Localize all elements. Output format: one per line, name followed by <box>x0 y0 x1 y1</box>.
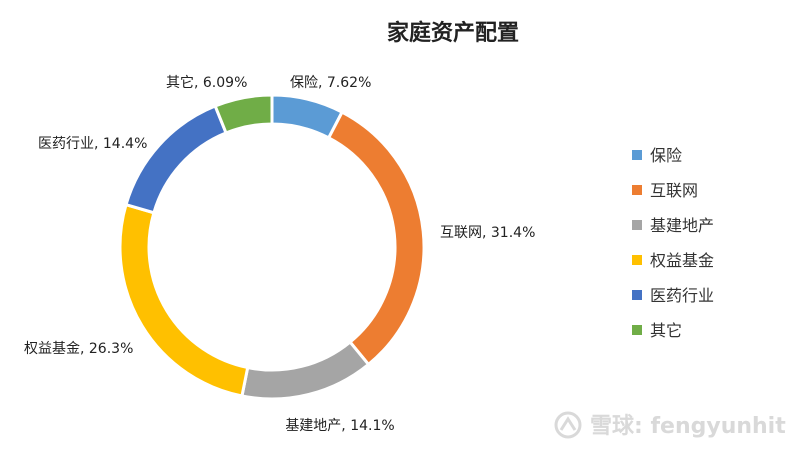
legend-swatch-6 <box>632 325 642 335</box>
legend-label-1: 保险 <box>650 146 682 165</box>
data-label-5: 医药行业, 14.4% <box>38 136 147 152</box>
data-label-3: 基建地产, 14.1% <box>285 417 394 434</box>
legend-label-4: 权益基金 <box>650 251 714 270</box>
legend-swatch-4 <box>632 255 642 265</box>
data-label-2: 互联网, 31.4% <box>440 225 535 241</box>
watermark-text: 雪球: fengyunhit <box>590 414 786 439</box>
donut-slices <box>118 93 426 401</box>
legend-swatch-2 <box>632 185 642 195</box>
data-label-4: 权益基金, 26.3% <box>24 340 133 357</box>
chart-title: 家庭资产配置 <box>387 20 519 46</box>
legend-label-6: 其它 <box>650 321 682 340</box>
data-labels: 保险, 7.62% 互联网, 31.4% 基建地产, 14.1% 权益基金, 26.3… <box>24 74 535 434</box>
legend-label-5: 医药行业 <box>650 286 714 305</box>
slice-5 <box>124 104 228 215</box>
slice-2 <box>326 110 426 367</box>
legend-label-3: 基建地产 <box>650 216 714 235</box>
legend-swatch-1 <box>632 150 642 160</box>
slice-4 <box>118 202 250 398</box>
watermark: 雪球: fengyunhit <box>554 411 786 439</box>
snowball-logo-icon <box>554 411 582 439</box>
data-label-6: 其它, 6.09% <box>166 74 247 91</box>
slice-3 <box>240 339 371 401</box>
legend-label-2: 互联网 <box>650 181 698 200</box>
data-label-1: 保险, 7.62% <box>290 75 371 91</box>
slice-6 <box>213 93 274 135</box>
legend-swatch-3 <box>632 220 642 230</box>
legend-swatch-5 <box>632 290 642 300</box>
